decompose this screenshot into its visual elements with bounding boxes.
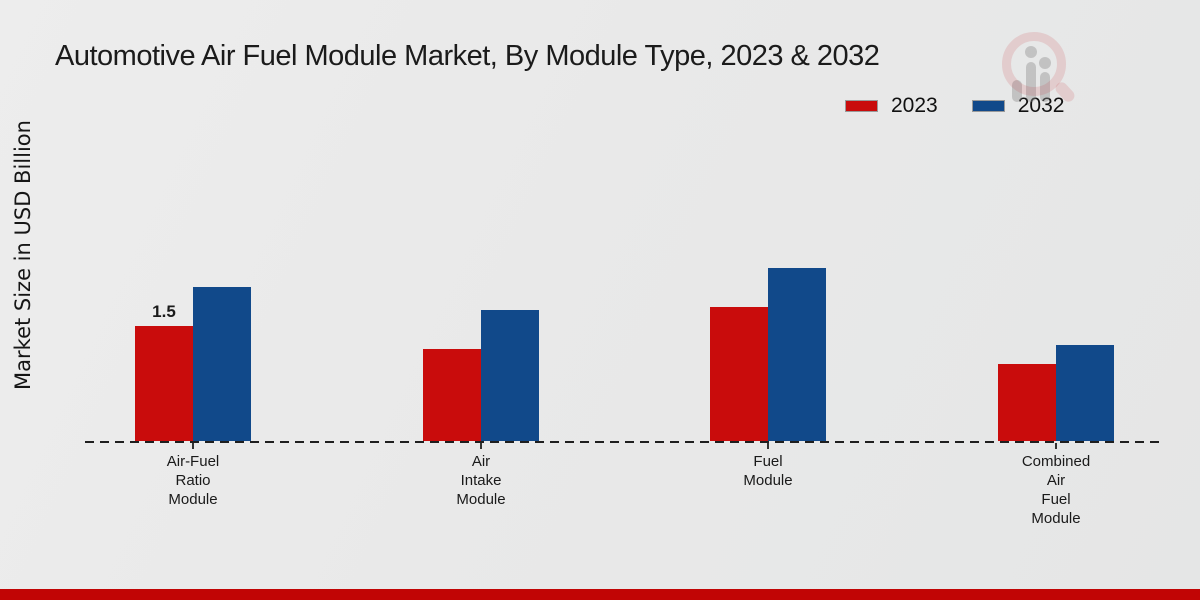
- legend-swatch-2032: [971, 100, 1005, 112]
- bar-2023-combined-air-fuel-module: [998, 364, 1056, 441]
- bar-2023-air-intake-module: [423, 348, 481, 441]
- chart-title: Automotive Air Fuel Module Market, By Mo…: [55, 40, 880, 72]
- bar-2032-fuel-module: [768, 268, 826, 441]
- x-axis-label-air-fuel-ratio-module: Air-Fuel Ratio Module: [166, 453, 220, 508]
- legend-swatch-2023: [845, 100, 878, 112]
- x-axis-tick: [1055, 443, 1057, 449]
- bar-2023-fuel-module: [710, 306, 768, 441]
- legend: 2023 2032: [845, 94, 1064, 118]
- x-axis-tick: [192, 443, 194, 449]
- x-axis-label-air-intake-module: Air Intake Module: [456, 453, 506, 508]
- bar-value-label: 1.5: [152, 301, 176, 321]
- bar-2032-air-fuel-ratio-module: [193, 287, 251, 441]
- legend-item-2023: 2023: [845, 94, 938, 118]
- legend-label-2023: 2023: [891, 94, 938, 117]
- x-axis-tick: [767, 443, 769, 449]
- x-axis-baseline: [85, 441, 1165, 443]
- x-axis-tick: [480, 443, 482, 449]
- bar-2032-air-intake-module: [481, 310, 539, 441]
- legend-item-2032: 2032: [971, 94, 1065, 118]
- footer-accent-bar: [0, 589, 1200, 600]
- bar-2023-air-fuel-ratio-module: [135, 325, 193, 441]
- x-axis-label-fuel-module: Fuel Module: [743, 453, 793, 489]
- legend-label-2032: 2032: [1017, 94, 1065, 117]
- bar-2032-combined-air-fuel-module: [1056, 345, 1114, 441]
- x-axis-label-combined-air-fuel-module: Combined Air Fuel Module: [1021, 453, 1091, 527]
